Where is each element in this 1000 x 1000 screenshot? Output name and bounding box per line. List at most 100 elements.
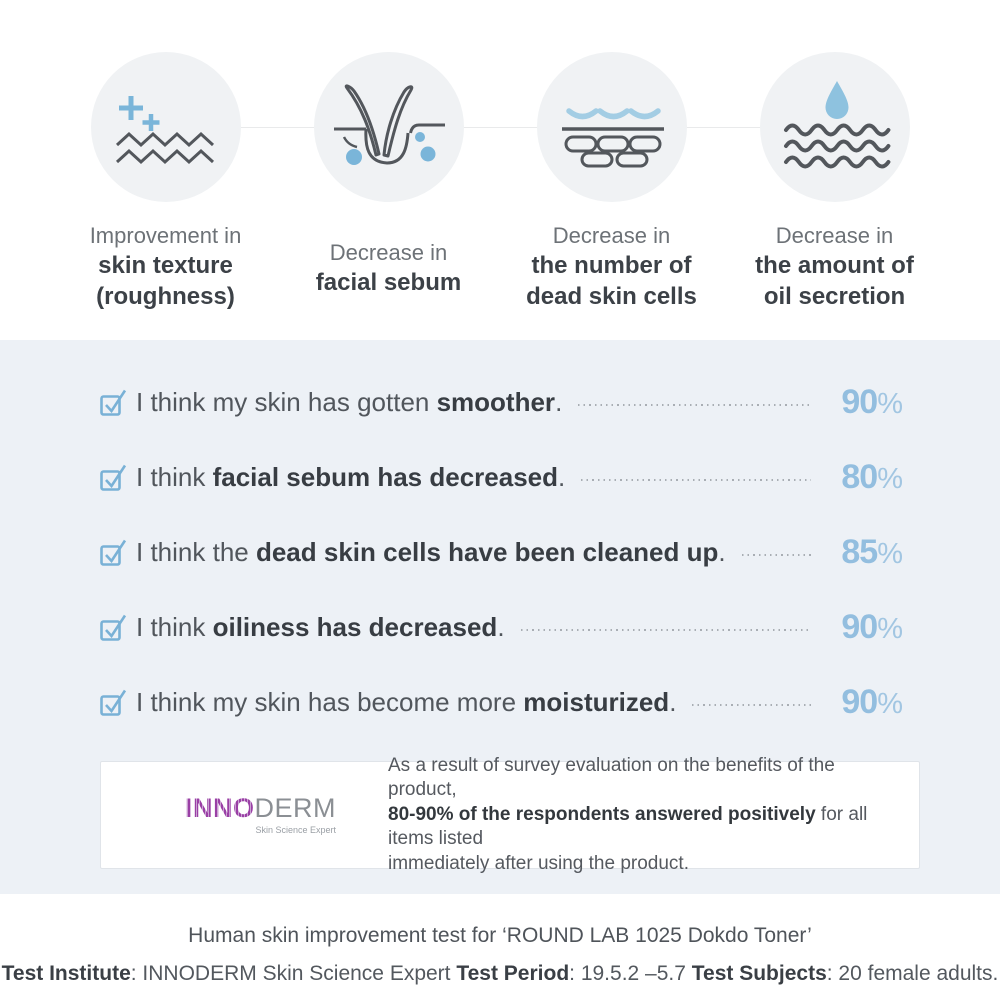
test-subjects-label: Test Subjects: [691, 962, 827, 985]
benefit-line: skin texture: [98, 252, 233, 279]
statement-bold: oiliness has decreased: [212, 611, 498, 642]
checkbox-icon: [100, 538, 127, 567]
survey-summary-box: INNODERM Skin Science Expert As a result…: [100, 755, 920, 874]
skin-texture-icon: [91, 52, 241, 202]
dotted-leader: [692, 704, 811, 706]
test-details-line: Test Institute: INNODERM Skin Science Ex…: [0, 962, 1000, 986]
survey-row: I think oiliness has decreased. 90%: [100, 608, 903, 646]
benefit-line: Improvement in: [89, 223, 242, 248]
statement-pre: I think the: [136, 536, 256, 567]
survey-percentage: 80%: [825, 458, 903, 497]
test-subjects-value: : 20 female adults.: [826, 962, 999, 985]
summary-line-1: As a result of survey evaluation on the …: [388, 754, 835, 801]
connector-line: [166, 127, 834, 128]
benefit-line: dead skin cells: [526, 283, 697, 310]
icon-circle: [313, 52, 464, 202]
dotted-leader: [578, 404, 811, 406]
benefit-line: Decrease in: [775, 223, 894, 248]
benefit-line: Decrease in: [552, 223, 671, 248]
statement-pre: I think my skin has gotten: [136, 386, 437, 417]
summary-line-3: immediately after using the product.: [388, 852, 689, 874]
statement-bold: smoother: [436, 386, 556, 417]
checkbox-icon: [100, 613, 127, 642]
statement-post: .: [497, 611, 505, 642]
survey-percentage: 90%: [825, 683, 903, 722]
benefit-line: the amount of: [755, 252, 914, 279]
benefit-dead-skin-cells: Decrease in the number of dead skin cell…: [500, 52, 723, 312]
test-institute-value: : INNODERM Skin Science Expert: [130, 962, 457, 985]
benefit-line: Decrease in: [329, 240, 448, 265]
survey-statement: I think my skin has become more moisturi…: [136, 687, 676, 718]
percent-value: 90: [841, 382, 878, 421]
test-period-value: : 19.5.2 –5.7: [569, 962, 692, 985]
survey-row: I think my skin has gotten smoother. 90%: [100, 383, 903, 421]
percent-sign: %: [877, 462, 903, 495]
statement-post: .: [718, 536, 726, 567]
benefits-section: Improvement in skin texture (roughness): [54, 0, 946, 312]
benefit-caption: Decrease in the amount of oil secretion: [755, 221, 914, 312]
icon-circle: [759, 52, 910, 202]
benefit-facial-sebum: Decrease in facial sebum: [277, 52, 500, 312]
checkbox-icon: [100, 463, 127, 492]
icon-circle: [90, 52, 241, 202]
percent-sign: %: [877, 687, 903, 720]
benefit-caption: Decrease in the number of dead skin cell…: [526, 221, 697, 312]
benefit-caption: Improvement in skin texture (roughness): [90, 221, 242, 312]
statement-bold: facial sebum has decreased: [212, 461, 558, 492]
test-period-label: Test Period: [456, 962, 570, 985]
percent-value: 90: [841, 607, 878, 646]
statement-pre: I think: [136, 461, 213, 492]
percent-sign: %: [877, 537, 903, 570]
benefit-oil-secretion: Decrease in the amount of oil secretion: [723, 52, 946, 312]
statement-bold: dead skin cells have been cleaned up: [255, 536, 719, 567]
percent-value: 80: [841, 457, 878, 496]
statement-pre: I think: [136, 611, 213, 642]
benefit-line: the number of: [531, 252, 692, 279]
logo-tagline: Skin Science Expert: [255, 825, 336, 835]
benefit-line: oil secretion: [763, 283, 906, 310]
dead-skin-cells-icon: [537, 52, 687, 202]
benefit-skin-texture: Improvement in skin texture (roughness): [54, 52, 277, 312]
summary-text: As a result of survey evaluation on the …: [388, 754, 889, 877]
checkbox-icon: [100, 688, 127, 717]
dotted-leader: [741, 554, 811, 556]
benefit-line: facial sebum: [315, 269, 462, 296]
summary-line-2: 80-90% of the respondents answered posit…: [388, 803, 889, 852]
survey-row: I think facial sebum has decreased. 80%: [100, 458, 903, 496]
percent-value: 85: [841, 532, 878, 571]
benefit-line: (roughness): [96, 283, 235, 310]
percent-value: 90: [841, 682, 878, 721]
survey-percentage: 90%: [825, 383, 903, 422]
logo-primary-text: INNO: [185, 793, 255, 823]
dotted-leader: [520, 629, 811, 631]
survey-statement: I think oiliness has decreased.: [136, 612, 505, 643]
summary-rest: for all items listed: [388, 803, 868, 850]
innoderm-logo: INNODERM Skin Science Expert: [156, 793, 336, 836]
survey-row: I think the dead skin cells have been cl…: [100, 533, 903, 571]
percent-sign: %: [877, 387, 903, 420]
icon-circle: [536, 52, 687, 202]
survey-percentage: 85%: [825, 533, 903, 572]
statement-post: .: [555, 386, 563, 417]
survey-section: I think my skin has gotten smoother. 90%…: [0, 340, 1000, 894]
checkbox-icon: [100, 388, 127, 417]
summary-bold: 80-90% of the respondents answered posit…: [388, 803, 816, 825]
survey-statement: I think the dead skin cells have been cl…: [136, 537, 726, 568]
facial-sebum-icon: [314, 52, 464, 202]
test-title: Human skin improvement test for ‘ROUND L…: [188, 924, 812, 947]
test-details-section: Human skin improvement test for ‘ROUND L…: [0, 894, 1000, 986]
percent-sign: %: [877, 612, 903, 645]
survey-statement: I think facial sebum has decreased.: [136, 462, 565, 493]
statement-post: .: [558, 461, 566, 492]
test-institute-label: Test Institute: [1, 962, 131, 985]
benefit-caption: Decrease in facial sebum: [316, 221, 461, 298]
logo-secondary-text: DERM: [254, 793, 336, 823]
oil-secretion-icon: [760, 52, 910, 202]
survey-row: I think my skin has become more moisturi…: [100, 683, 903, 721]
statement-bold: moisturized: [523, 686, 670, 717]
survey-percentage: 90%: [825, 608, 903, 647]
dotted-leader: [581, 479, 811, 481]
survey-statement: I think my skin has gotten smoother.: [136, 387, 562, 418]
statement-pre: I think my skin has become more: [136, 686, 524, 717]
statement-post: .: [669, 686, 677, 717]
